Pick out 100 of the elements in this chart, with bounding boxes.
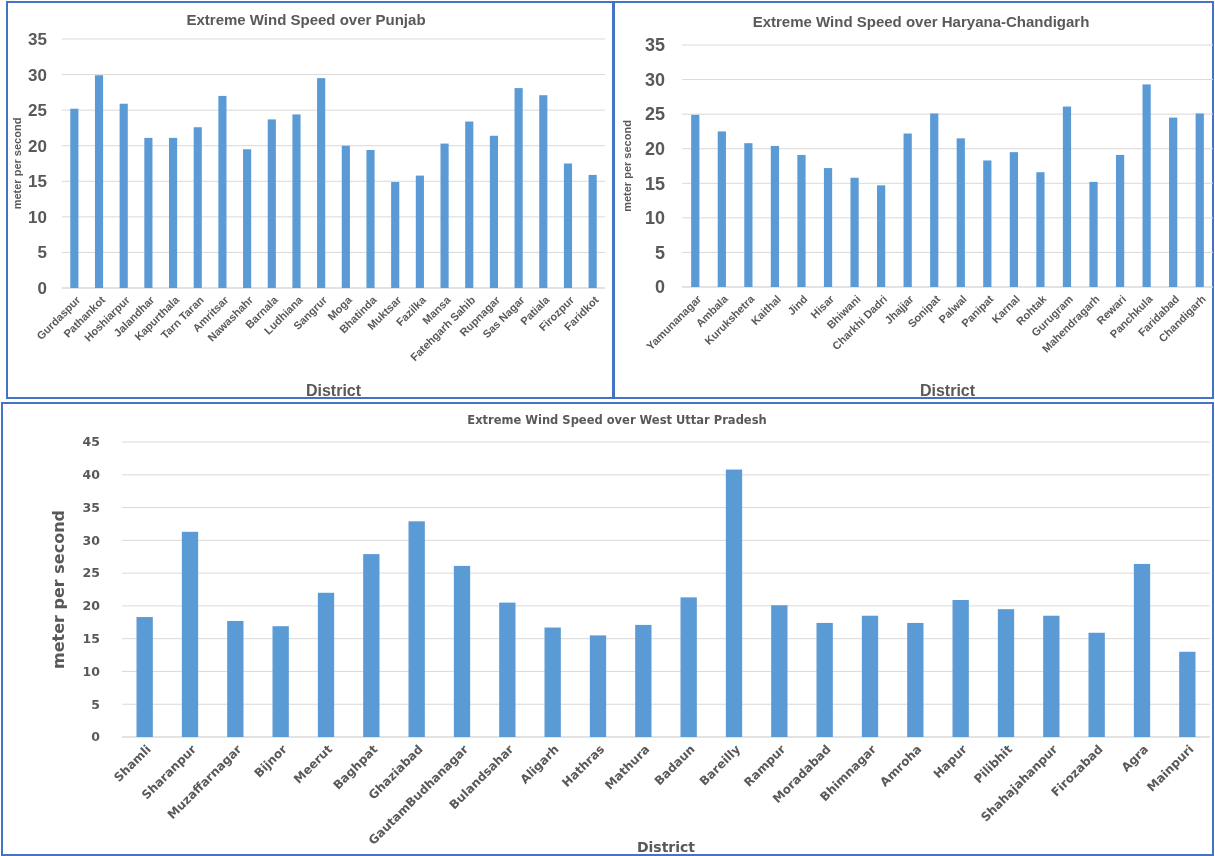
y-tick-label: 15 [644, 173, 665, 194]
bar [850, 177, 859, 287]
bar [70, 108, 79, 288]
bar [1195, 113, 1204, 287]
bar [563, 163, 573, 288]
y-tick-label: 40 [82, 467, 101, 483]
bar [292, 114, 301, 288]
bar [317, 592, 335, 737]
bar [771, 605, 788, 737]
bar [227, 620, 244, 737]
bar [997, 609, 1015, 737]
y-tick-label: 35 [82, 499, 100, 515]
bar [391, 182, 400, 288]
y-tick-label: 35 [644, 35, 665, 56]
y-tick-label: 20 [82, 598, 101, 614]
bar [797, 154, 806, 287]
y-tick-label: 15 [28, 172, 47, 192]
bar [317, 78, 326, 288]
bar [453, 565, 471, 737]
chart-title: Extreme Wind Speed over West Uttar Pradesh [467, 413, 767, 427]
bar [366, 149, 375, 288]
bar [589, 635, 607, 737]
bar [744, 143, 753, 287]
bar [1043, 615, 1060, 737]
x-axis-title: District [919, 382, 976, 399]
y-tick-label: 25 [644, 104, 665, 125]
bar [1115, 154, 1125, 287]
bar [267, 119, 276, 288]
y-tick-label: 10 [644, 208, 665, 229]
bar [770, 145, 780, 287]
bar [363, 554, 380, 737]
y-axis-title: meter per second [11, 117, 23, 210]
bar [877, 185, 886, 287]
y-tick-label: 20 [28, 136, 47, 156]
bar [691, 114, 700, 287]
y-tick-label: 25 [28, 101, 47, 121]
bar [193, 127, 202, 288]
bar [272, 626, 289, 737]
bar [218, 95, 227, 288]
y-tick-label: 15 [82, 631, 100, 647]
bar [341, 145, 350, 288]
bar [1133, 563, 1151, 737]
x-axis-title: District [636, 839, 696, 855]
bar [499, 602, 516, 737]
bar [635, 624, 652, 737]
bar [243, 149, 252, 288]
bar [169, 137, 178, 288]
bar [1036, 172, 1045, 287]
y-tick-label: 30 [28, 65, 47, 85]
y-tick-label: 0 [91, 729, 101, 745]
chart-title: Extreme Wind Speed over Punjab [186, 11, 426, 28]
bar [1062, 106, 1072, 287]
y-tick-label: 10 [28, 207, 47, 227]
bar [1009, 152, 1018, 287]
bar [952, 599, 969, 737]
bar [680, 597, 697, 737]
y-tick-label: 30 [82, 532, 101, 548]
bar [983, 160, 992, 287]
bar [465, 121, 474, 288]
y-tick-label: 25 [82, 565, 100, 581]
y-axis-title: meter per second [621, 120, 633, 212]
bar [956, 138, 965, 287]
bar [588, 174, 597, 288]
bar [1142, 84, 1151, 287]
bar [725, 469, 743, 737]
bar [408, 521, 425, 737]
bar [1179, 651, 1196, 737]
bar [903, 133, 912, 287]
bar [181, 531, 199, 737]
bar [94, 75, 104, 288]
bar [930, 113, 939, 287]
bar [861, 615, 879, 737]
bar [489, 135, 498, 288]
bar [415, 175, 424, 288]
bar [440, 143, 449, 288]
y-tick-label: 0 [654, 277, 665, 298]
bar [1088, 632, 1105, 737]
chart-title: Extreme Wind Speed over Haryana-Chandigarh [752, 13, 1090, 30]
y-tick-label: 0 [37, 278, 47, 298]
y-axis-title: meter per second [49, 510, 68, 669]
y-tick-label: 10 [82, 663, 101, 679]
bar [1169, 117, 1178, 287]
y-tick-label: 45 [82, 434, 100, 450]
bar [717, 131, 726, 287]
bar [144, 137, 153, 288]
bar [907, 622, 924, 737]
bar [514, 88, 523, 288]
x-axis-title: District [305, 382, 362, 399]
bar [119, 103, 128, 288]
y-tick-label: 30 [644, 69, 665, 90]
y-tick-label: 5 [37, 243, 47, 263]
y-tick-label: 20 [644, 139, 665, 160]
bar [823, 168, 833, 287]
bar [816, 622, 833, 737]
bar [136, 617, 153, 737]
bar [544, 627, 561, 737]
bar [1089, 181, 1098, 287]
y-tick-label: 35 [28, 29, 47, 49]
y-tick-label: 5 [91, 696, 100, 712]
bar [539, 95, 548, 288]
